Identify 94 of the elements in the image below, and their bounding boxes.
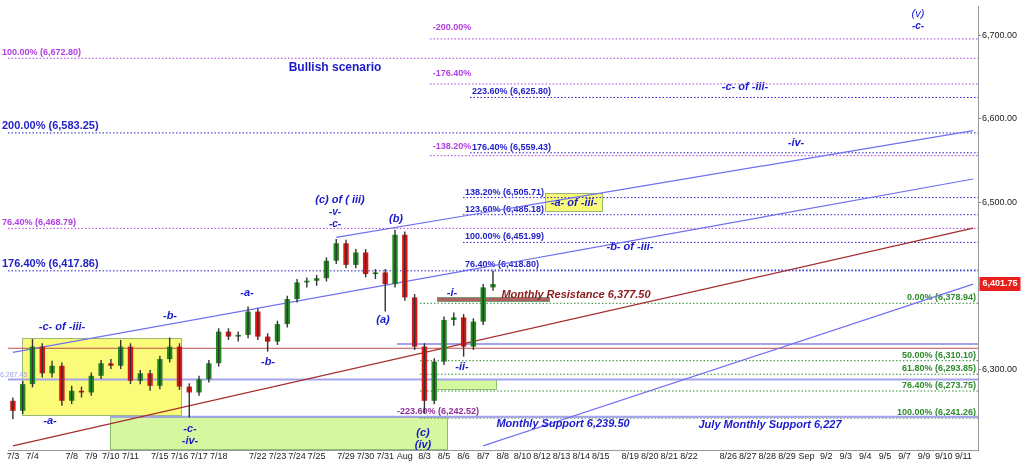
annotation: -iv- <box>181 434 199 447</box>
x-tick-label: 7/9 <box>85 450 98 461</box>
ref-line-label: 176.40% (6,417.86) <box>2 257 99 270</box>
x-tick-label: 9/7 <box>898 450 911 461</box>
ref-line-label: 76.40% (6,468.79) <box>2 217 77 228</box>
x-tick-label: 8/27 <box>738 450 757 461</box>
x-tick-label: 7/30 <box>356 450 375 461</box>
x-tick-label: 7/10 <box>102 450 120 461</box>
annotation: July Monthly Support 6,227 <box>698 418 843 431</box>
ref-line-label: 200.00% (6,583.25) <box>2 119 99 132</box>
ref-line-label: 123.60% (6,485.18) <box>465 203 545 214</box>
annotation: -c- of -iii- <box>721 80 769 93</box>
x-tick-label: 9/10 <box>934 450 953 461</box>
annotation: -a- <box>240 286 255 299</box>
x-tick-label: 7/4 <box>26 450 39 461</box>
x-tick-label: 8/7 <box>476 450 490 461</box>
x-tick-label: 7/23 <box>268 450 287 461</box>
annotation: -iv- <box>787 136 805 149</box>
x-tick-label: 8/29 <box>778 450 796 461</box>
annotation: -a- of -iii- <box>550 196 598 209</box>
annotation: Monthly Resistance 6,377.50 <box>501 288 652 301</box>
ref-line-label: 100.00% (6,241.26) <box>896 407 976 418</box>
x-tick-label: 8/6 <box>457 450 470 461</box>
x-tick-label: 8/8 <box>496 450 510 461</box>
ref-line-label: 61.80% (6,293.85) <box>901 363 976 374</box>
x-tick-label: 8/12 <box>533 450 551 461</box>
y-tick-label: 6,500.00 <box>982 196 1018 207</box>
annotation: -b- <box>260 355 276 368</box>
x-tick-label: Sep <box>798 450 815 461</box>
x-tick-label: 7/25 <box>307 450 326 461</box>
x-tick-label: 9/5 <box>878 450 892 461</box>
x-tick-label: 7/3 <box>6 450 20 461</box>
x-tick-label: 9/3 <box>839 450 852 461</box>
ref-line-label: 76.40% (6,273.75) <box>901 379 976 390</box>
annotation: -b- <box>162 309 178 322</box>
annotation: -138.20% <box>432 141 472 152</box>
annotation: (c) <box>416 426 431 439</box>
x-tick-label: 9/11 <box>954 450 972 461</box>
annotation: -c- of -iii- <box>38 320 86 333</box>
x-tick-label: 8/26 <box>719 450 737 461</box>
annotation: -a- <box>43 414 58 427</box>
ref-line-label: 138.20% (6,505.71) <box>465 186 545 197</box>
annotation: -b- of -iii- <box>606 240 654 253</box>
annotation: (a) <box>376 313 391 326</box>
x-tick-label: 8/19 <box>621 450 639 461</box>
x-tick-label: 7/31 <box>376 450 394 461</box>
x-tick-label: 8/14 <box>572 450 590 461</box>
x-tick-label: 7/29 <box>337 450 355 461</box>
annotation: Bullish scenario <box>288 60 382 75</box>
ref-line-label: 100.00% (6,451.99) <box>465 231 545 242</box>
y-tick-label: 6,600.00 <box>982 113 1018 124</box>
y-tick-label: 6,300.00 <box>982 363 1018 374</box>
annotation: -c- <box>911 19 925 31</box>
x-tick-label: 8/10 <box>513 450 532 461</box>
x-tick-label: 8/13 <box>552 450 571 461</box>
x-tick-label: 7/8 <box>65 450 78 461</box>
x-tick-label: 8/20 <box>641 450 659 461</box>
annotation: (iv) <box>414 438 432 451</box>
ref-line-label: 50.00% (6,310.10) <box>901 349 976 360</box>
y-tick-label: 6,700.00 <box>982 30 1018 41</box>
ref-line-label: 176.40% (6,559.43) <box>472 141 552 152</box>
x-tick-label: 7/15 <box>151 450 169 461</box>
x-tick-label: 7/11 <box>122 450 139 461</box>
x-tick-label: 7/24 <box>288 450 306 461</box>
x-tick-label: 7/22 <box>249 450 267 461</box>
annotation: (c) of ( iii) <box>315 193 366 206</box>
x-tick-label: 7/17 <box>190 450 208 461</box>
x-tick-label: 8/15 <box>592 450 610 461</box>
x-tick-label: 7/18 <box>209 450 228 461</box>
x-tick-label: 8/21 <box>660 450 679 461</box>
annotation: -v- <box>328 205 342 217</box>
annotation: -c- <box>183 422 198 435</box>
ref-line-label: 100.00% (6,672.80) <box>2 47 82 58</box>
annotation: -ii- <box>455 360 470 373</box>
annotation: (b) <box>388 212 404 225</box>
x-tick-label: 9/4 <box>859 450 872 461</box>
x-tick-label: 8/22 <box>680 450 698 461</box>
x-tick-label: 9/9 <box>917 450 931 461</box>
x-tick-label: 8/5 <box>437 450 451 461</box>
ref-line-label: 76.40% (6,418.80) <box>465 259 540 270</box>
ref-line-label: 0.00% (6,378.94) <box>906 292 976 303</box>
x-tick-label: 8/3 <box>418 450 431 461</box>
annotation: -176.40% <box>432 68 472 79</box>
annotation: -i- <box>446 286 458 299</box>
x-tick-label: 9/2 <box>819 450 833 461</box>
text: 6,401.75 <box>982 278 1018 289</box>
ref-line-label: 223.60% (6,625.80) <box>472 86 552 97</box>
x-tick-label: 8/28 <box>758 450 777 461</box>
x-tick-label: Aug <box>396 450 413 461</box>
x-tick-label: 7/16 <box>170 450 189 461</box>
annotation: (v) <box>911 7 925 20</box>
annotation: -200.00% <box>432 22 472 33</box>
annotation: -c- <box>328 217 342 229</box>
ref-line-label: -223.60% (6,242.52) <box>397 406 480 417</box>
